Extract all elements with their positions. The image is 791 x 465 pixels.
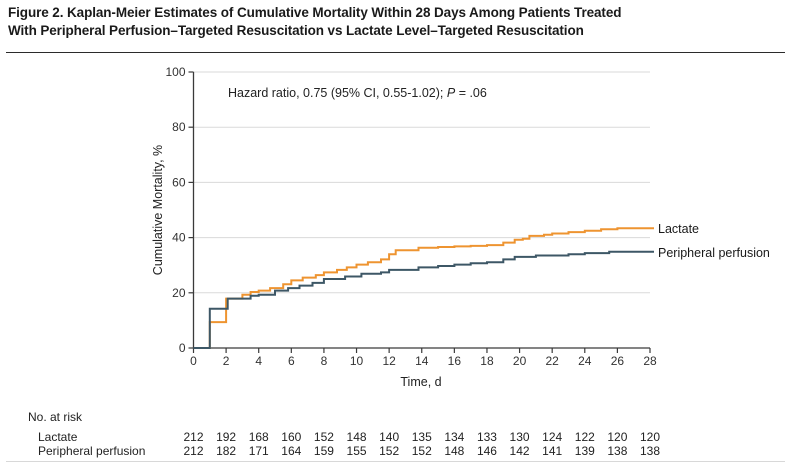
y-tick-label: 100 [165,65,185,79]
y-tick-label: 20 [172,286,186,300]
risk-value: 141 [542,444,562,458]
risk-row-label-lactate: Lactate [38,430,78,444]
series-label-lactate: Lactate [658,222,699,236]
risk-value: 212 [183,430,203,444]
risk-value: 139 [575,444,595,458]
risk-value: 152 [379,444,399,458]
risk-row-label-peripheral-perfusion: Peripheral perfusion [38,444,145,458]
risk-value: 159 [314,444,334,458]
x-tick-label: 10 [350,354,364,368]
risk-value: 152 [314,430,334,444]
x-tick-label: 26 [611,354,625,368]
x-tick-label: 22 [545,354,559,368]
risk-value: 164 [281,444,301,458]
risk-value: 124 [542,430,562,444]
x-tick-label: 4 [255,354,262,368]
risk-value: 171 [249,444,269,458]
risk-value: 138 [640,444,660,458]
risk-value: 130 [510,430,530,444]
x-tick-label: 2 [223,354,230,368]
hazard-ratio-annotation: Hazard ratio, 0.75 (95% CI, 0.55-1.02); … [228,86,487,100]
x-tick-label: 20 [513,354,527,368]
risk-value: 148 [347,430,367,444]
risk-value: 212 [183,444,203,458]
x-tick-label: 28 [643,354,657,368]
risk-value: 160 [281,430,301,444]
risk-value: 122 [575,430,595,444]
x-tick-label: 0 [190,354,197,368]
x-tick-label: 14 [415,354,429,368]
x-tick-label: 16 [448,354,462,368]
risk-value: 134 [444,430,464,444]
risk-table-heading: No. at risk [28,410,83,424]
figure-title-line1: Figure 2. Kaplan-Meier Estimates of Cumu… [8,5,622,20]
y-tick-label: 0 [179,341,186,355]
x-tick-label: 6 [288,354,295,368]
risk-value: 152 [412,444,432,458]
risk-value: 148 [444,444,464,458]
risk-value: 120 [607,430,627,444]
curve-lactate [193,227,654,349]
title-divider [6,52,785,53]
risk-value: 142 [510,444,530,458]
series-label-peripheral-perfusion: Peripheral perfusion [658,246,770,260]
x-tick-label: 8 [321,354,328,368]
figure-title-line2: With Peripheral Perfusion–Targeted Resus… [8,23,584,38]
curve-peripheral-perfusion [193,250,654,349]
x-tick-label: 18 [480,354,494,368]
risk-value: 140 [379,430,399,444]
risk-value: 155 [347,444,367,458]
risk-value: 135 [412,430,432,444]
risk-value: 146 [477,444,497,458]
y-axis-label: Cumulative Mortality, % [151,145,165,275]
x-tick-label: 24 [578,354,592,368]
y-tick-label: 60 [172,175,186,189]
risk-value: 120 [640,430,660,444]
y-tick-label: 80 [172,120,186,134]
figure-bottom-border [6,461,785,462]
x-axis-label: Time, d [400,375,441,389]
figure-title: Figure 2. Kaplan-Meier Estimates of Cumu… [8,4,783,40]
risk-value: 133 [477,430,497,444]
risk-value: 138 [607,444,627,458]
risk-value: 168 [249,430,269,444]
risk-value: 182 [216,444,236,458]
x-tick-label: 12 [382,354,396,368]
risk-value: 192 [216,430,236,444]
y-tick-label: 40 [172,231,186,245]
